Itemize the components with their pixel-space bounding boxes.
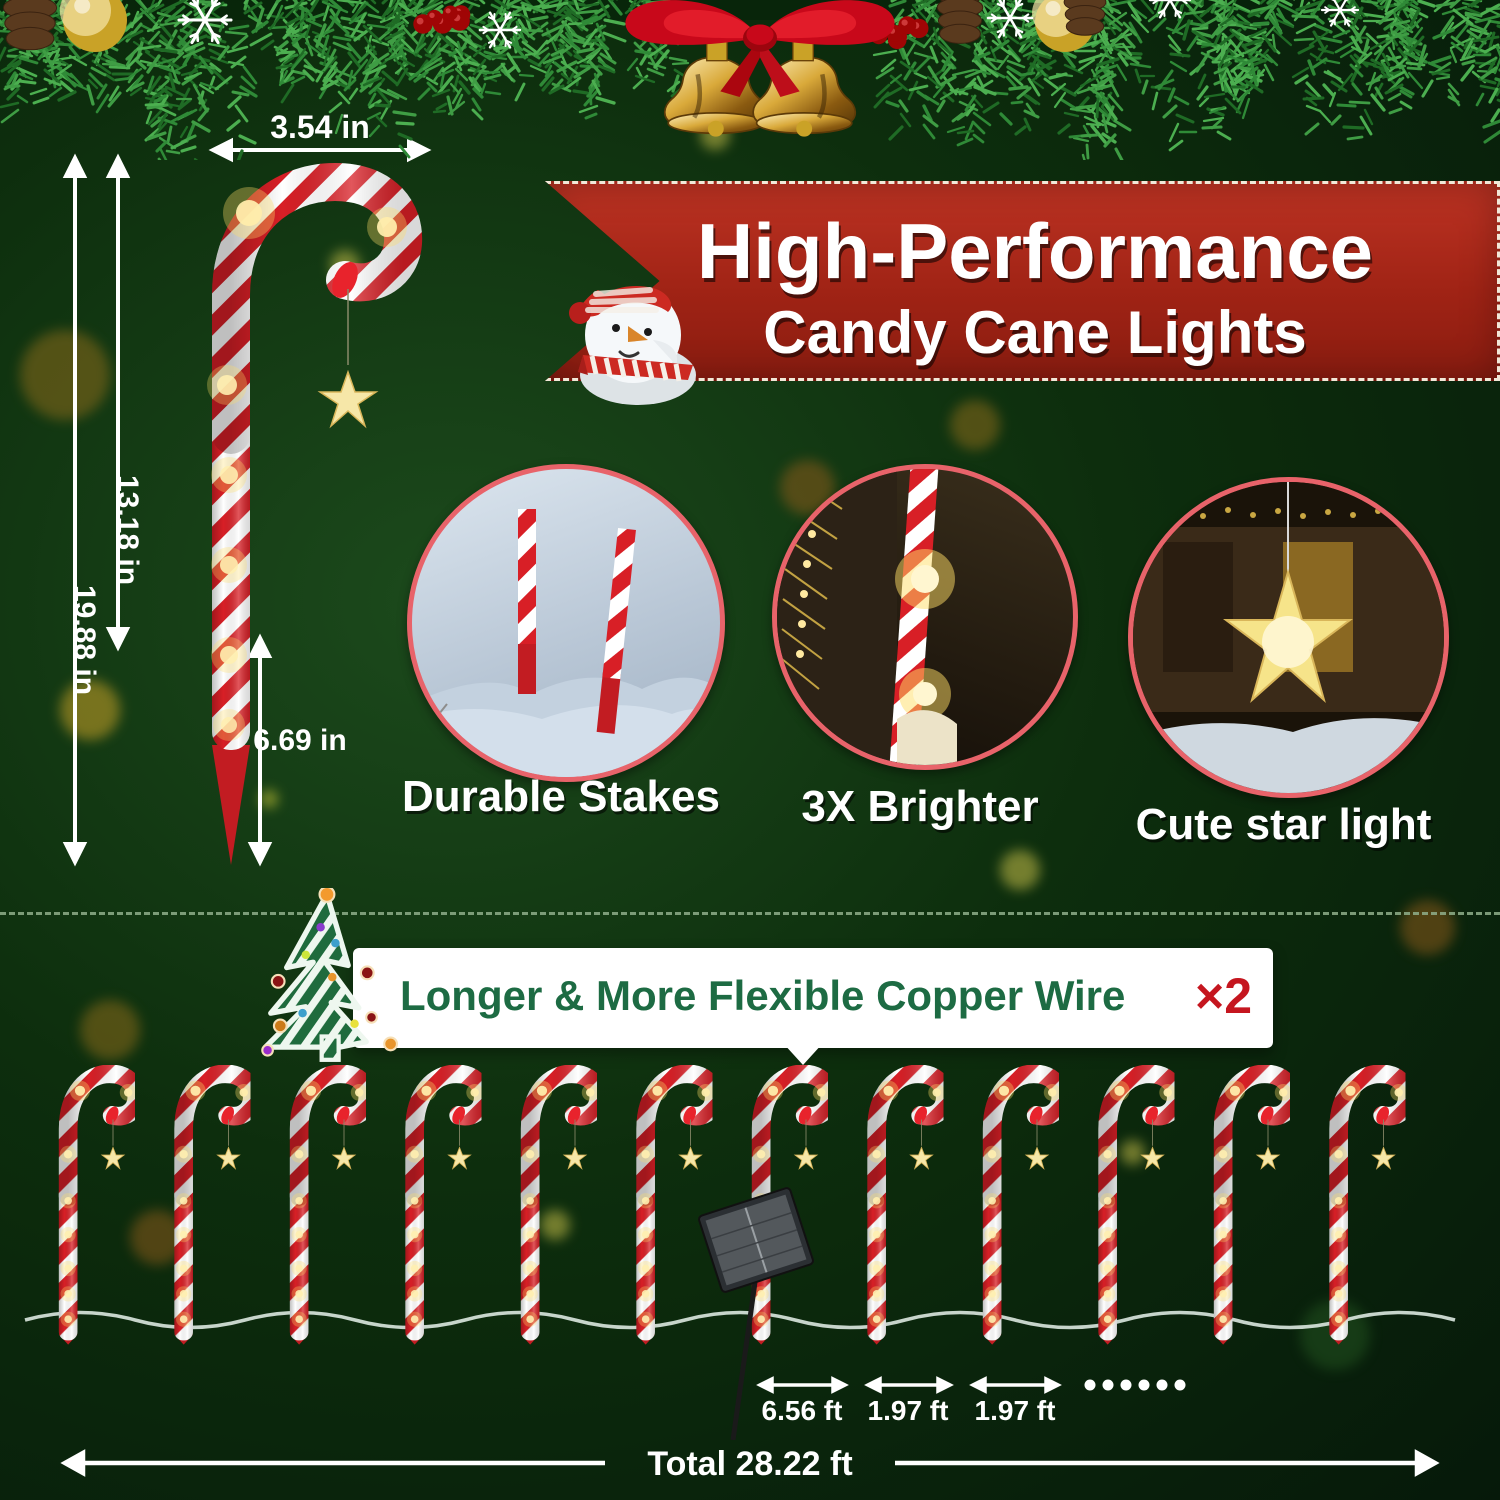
svg-text:Total 28.22 ft: Total 28.22 ft [647, 1445, 852, 1483]
svg-text:6.69 in: 6.69 in [253, 724, 346, 757]
svg-text:1.97 ft: 1.97 ft [868, 1395, 949, 1426]
svg-text:13.18 in: 13.18 in [111, 475, 144, 585]
svg-text:19.88 in: 19.88 in [68, 585, 101, 695]
svg-text:1.97 ft: 1.97 ft [975, 1395, 1056, 1426]
